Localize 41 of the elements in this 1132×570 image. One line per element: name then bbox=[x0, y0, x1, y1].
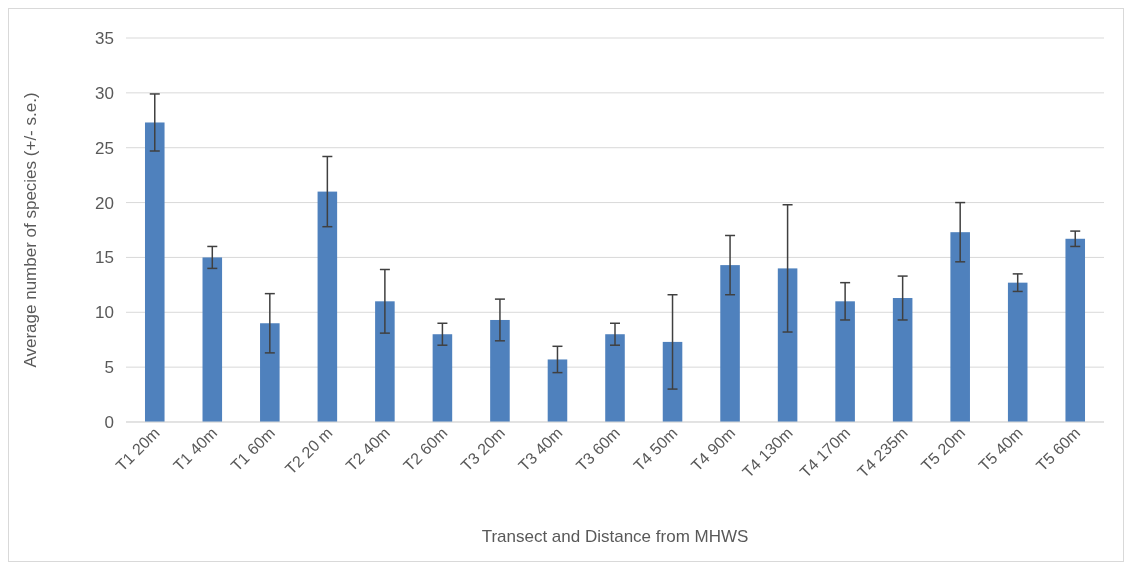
x-tick-label: T2 20 m bbox=[281, 424, 336, 478]
y-tick-label: 10 bbox=[95, 303, 114, 323]
bar bbox=[777, 268, 798, 422]
bar bbox=[202, 257, 223, 422]
y-tick-label: 30 bbox=[95, 83, 114, 103]
x-tick-label: T3 60m bbox=[572, 424, 624, 475]
bar bbox=[892, 298, 913, 422]
bar bbox=[144, 122, 165, 422]
bar bbox=[317, 191, 338, 422]
bar bbox=[375, 301, 395, 422]
bar bbox=[835, 301, 855, 422]
x-tick-label: T3 20m bbox=[457, 424, 509, 475]
x-tick-label: T5 20m bbox=[917, 424, 969, 475]
x-tick-label: T5 60m bbox=[1032, 424, 1084, 475]
y-tick-label: 20 bbox=[95, 193, 114, 213]
x-tick-label: T1 60m bbox=[227, 424, 278, 475]
bar bbox=[605, 334, 625, 422]
bar bbox=[490, 319, 510, 422]
bar bbox=[720, 265, 740, 422]
y-tick-label: 5 bbox=[104, 358, 114, 378]
y-tick-label: 25 bbox=[95, 138, 114, 158]
x-tick-label: T2 60m bbox=[400, 424, 451, 475]
bar bbox=[950, 232, 970, 422]
x-tick-label: T1 20m bbox=[112, 424, 163, 475]
bar bbox=[260, 323, 280, 422]
bar bbox=[1007, 282, 1028, 422]
y-tick-label: 35 bbox=[95, 28, 114, 48]
bar bbox=[1065, 238, 1086, 422]
x-tick-label: T5 40m bbox=[975, 424, 1026, 475]
x-tick-label: T4 50m bbox=[630, 424, 681, 475]
bar bbox=[662, 341, 683, 422]
bar bbox=[547, 359, 568, 422]
y-axis-title: Average number of species (+/- s.e.) bbox=[21, 92, 40, 368]
x-tick-label: T2 40m bbox=[342, 424, 393, 475]
y-tick-label: 0 bbox=[104, 412, 114, 432]
x-axis-title: Transect and Distance from MHWS bbox=[481, 527, 749, 546]
x-tick-label: T4 90m bbox=[687, 424, 739, 475]
bar bbox=[432, 334, 453, 422]
y-tick-label: 15 bbox=[95, 248, 114, 268]
x-tick-label: T3 40m bbox=[515, 424, 566, 475]
x-tick-label: T1 40m bbox=[170, 424, 221, 475]
